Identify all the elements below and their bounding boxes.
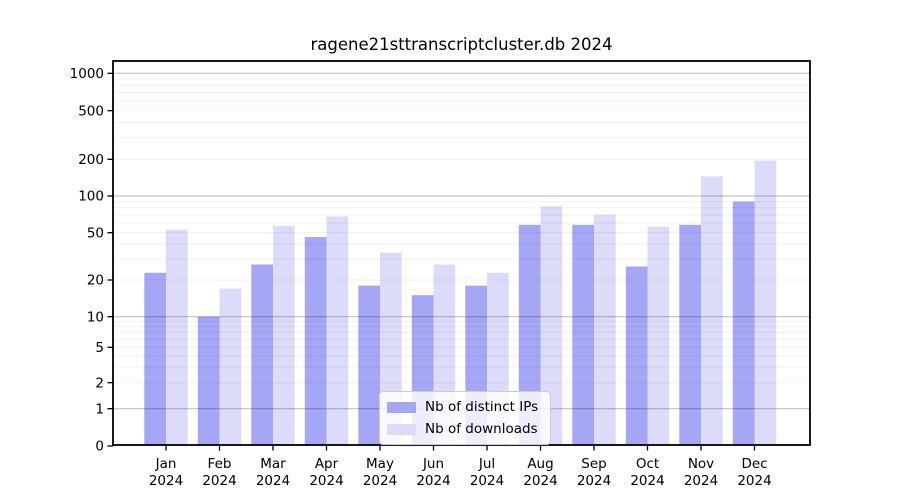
bar	[625, 266, 648, 445]
legend-label-downloads: Nb of downloads	[425, 421, 538, 437]
y-tick-label: 10	[87, 309, 104, 325]
y-tick-label: 1	[95, 401, 104, 417]
x-axis: Jan2024Feb2024Mar2024Apr2024May2024Jun20…	[149, 445, 772, 489]
bar	[647, 226, 670, 445]
y-tick-label: 100	[78, 189, 104, 205]
chart-title: ragene21sttranscriptcluster.db 2024	[310, 35, 613, 54]
bar	[572, 224, 594, 445]
y-tick-label: 5	[95, 340, 104, 356]
legend-swatch-downloads-icon	[387, 423, 416, 435]
bar	[197, 316, 220, 445]
x-tick-label-month: Jul	[478, 456, 495, 472]
bar	[594, 214, 616, 445]
bar	[304, 237, 327, 445]
x-tick-label-year: 2024	[523, 473, 557, 489]
x-tick-label-year: 2024	[363, 473, 397, 489]
bar	[251, 264, 273, 445]
x-tick-label-month: Nov	[688, 456, 714, 472]
x-tick-label-month: Dec	[741, 456, 767, 472]
x-tick-label-month: Apr	[315, 456, 339, 472]
x-tick-label-year: 2024	[256, 473, 290, 489]
x-tick-label-month: Jun	[422, 456, 444, 472]
x-tick-label-month: Feb	[208, 456, 232, 472]
gridlines	[113, 72, 810, 410]
y-tick-label: 500	[78, 103, 104, 119]
bars-downloads	[166, 160, 777, 446]
x-tick-label-month: Oct	[636, 456, 659, 472]
x-tick-label-month: May	[366, 456, 394, 472]
chart-legend: Nb of distinct IPs Nb of downloads	[379, 391, 552, 445]
legend-label-distinct-ips: Nb of distinct IPs	[425, 399, 539, 415]
y-tick-label: 50	[87, 225, 104, 241]
x-tick-label-month: Mar	[260, 456, 286, 472]
bar	[701, 176, 723, 446]
legend-item-downloads: Nb of downloads	[387, 421, 538, 437]
bar	[518, 224, 541, 445]
legend-swatch-distinct-ips-icon	[387, 401, 416, 413]
bar	[732, 201, 755, 445]
x-tick-label-year: 2024	[202, 473, 236, 489]
x-tick-label-month: Jan	[155, 456, 177, 472]
bar	[358, 285, 380, 445]
x-tick-label-year: 2024	[416, 473, 450, 489]
y-tick-label: 0	[95, 439, 104, 455]
x-tick-label-year: 2024	[470, 473, 504, 489]
x-tick-label-year: 2024	[309, 473, 343, 489]
y-axis: 0 1 2 5 10 20 50 100 200 500 1000	[70, 66, 113, 455]
x-tick-label-year: 2024	[577, 473, 611, 489]
bar	[219, 288, 242, 445]
plot-frame	[112, 60, 811, 446]
bar	[326, 216, 349, 445]
y-tick-label: 2	[95, 375, 104, 391]
x-tick-label-month: Sep	[581, 456, 606, 472]
y-tick-label: 20	[87, 273, 104, 289]
x-tick-label-year: 2024	[737, 473, 771, 489]
y-tick-label: 1000	[70, 66, 104, 82]
legend-item-distinct-ips: Nb of distinct IPs	[387, 399, 538, 415]
x-tick-label-year: 2024	[684, 473, 718, 489]
bar	[273, 225, 295, 445]
bar	[754, 160, 777, 445]
bar	[166, 229, 188, 445]
x-tick-label-year: 2024	[149, 473, 183, 489]
bar	[679, 224, 701, 445]
x-tick-label-year: 2024	[630, 473, 664, 489]
y-tick-label: 200	[78, 152, 104, 168]
bar	[144, 272, 166, 445]
x-tick-label-month: Aug	[527, 456, 553, 472]
bar	[540, 206, 563, 445]
